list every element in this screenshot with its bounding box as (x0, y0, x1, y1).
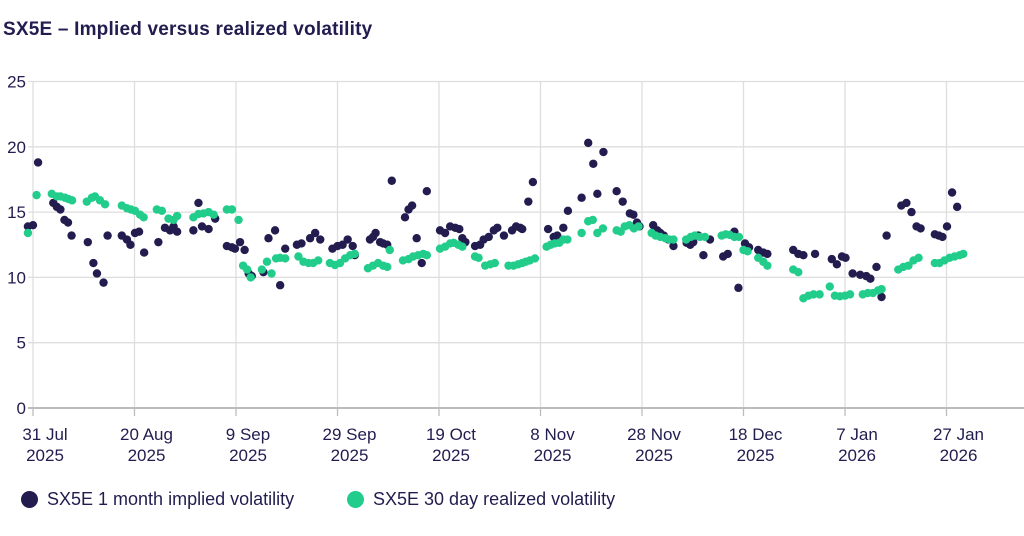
svg-text:20: 20 (7, 138, 26, 157)
svg-text:7 Jan: 7 Jan (836, 425, 878, 444)
implied-series-dot-icon (21, 491, 38, 508)
legend-item-realized: SX5E 30 day realized volatility (347, 489, 615, 510)
svg-text:2025: 2025 (432, 446, 470, 465)
legend-label-realized: SX5E 30 day realized volatility (373, 489, 616, 509)
svg-text:15: 15 (7, 203, 26, 222)
svg-text:2026: 2026 (838, 446, 876, 465)
svg-text:18 Dec: 18 Dec (729, 425, 783, 444)
svg-text:29 Sep: 29 Sep (323, 425, 377, 444)
svg-text:10: 10 (7, 268, 26, 287)
svg-text:2025: 2025 (635, 446, 673, 465)
svg-text:28 Nov: 28 Nov (627, 425, 681, 444)
realized-series-dot-icon (347, 491, 364, 508)
legend: SX5E 1 month implied volatility SX5E 30 … (0, 489, 1024, 517)
svg-text:8 Nov: 8 Nov (530, 425, 575, 444)
svg-text:2025: 2025 (534, 446, 572, 465)
svg-text:25: 25 (7, 73, 26, 92)
svg-text:2025: 2025 (229, 446, 267, 465)
svg-text:0: 0 (17, 399, 26, 418)
svg-text:2026: 2026 (940, 446, 978, 465)
legend-label-implied: SX5E 1 month implied volatility (47, 489, 295, 509)
svg-text:2025: 2025 (331, 446, 369, 465)
svg-text:2025: 2025 (737, 446, 775, 465)
svg-text:20 Aug: 20 Aug (120, 425, 173, 444)
legend-item-implied: SX5E 1 month implied volatility (21, 489, 294, 510)
svg-text:19 Oct: 19 Oct (426, 425, 476, 444)
svg-text:31 Jul: 31 Jul (22, 425, 67, 444)
svg-text:2025: 2025 (128, 446, 166, 465)
chart-title: SX5E – Implied versus realized volatilit… (3, 19, 373, 40)
svg-text:2025: 2025 (26, 446, 64, 465)
svg-text:9 Sep: 9 Sep (226, 425, 270, 444)
svg-text:27 Jan: 27 Jan (933, 425, 984, 444)
svg-text:5: 5 (17, 334, 26, 353)
